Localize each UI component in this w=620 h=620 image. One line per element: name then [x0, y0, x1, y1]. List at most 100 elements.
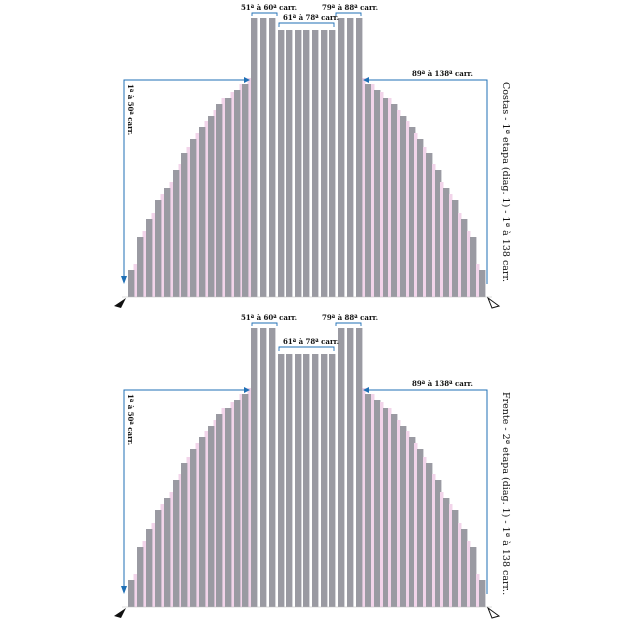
ghost-stitch-left	[221, 98, 225, 297]
shoulder-right-bracket	[335, 322, 362, 326]
ghost-stitch-right	[432, 474, 436, 607]
outline-arrow-icon	[486, 296, 501, 309]
ghost-stitch-right	[414, 133, 418, 297]
stitch-bar-left	[216, 414, 223, 607]
ghost-stitch-left	[160, 504, 164, 607]
neck-center-label: 61ª à 78ª carr.	[283, 337, 339, 346]
stitch-bar-neck	[251, 328, 258, 607]
stitch-bar-left	[128, 270, 135, 297]
right-rows-bracket	[365, 389, 488, 594]
stitch-bar-neck	[347, 18, 354, 297]
arrow-right-icon	[244, 77, 250, 83]
shoulder-right-label: 79ª à 88ª carr.	[322, 3, 378, 12]
stitch-bar-neck	[251, 18, 258, 297]
ghost-stitch-right	[388, 408, 392, 607]
ghost-stitch-left	[151, 523, 155, 607]
stitch-bar-neck	[278, 354, 285, 607]
ghost-stitch-left	[142, 231, 146, 297]
ghost-stitch-left	[178, 164, 182, 297]
ghost-stitch-left	[160, 194, 164, 297]
ghost-stitch-left	[239, 84, 243, 297]
ghost-stitch-left	[133, 264, 137, 297]
stitch-bar-left	[242, 84, 249, 297]
stitch-bar-left	[234, 90, 241, 297]
stitch-bar-left	[190, 449, 197, 607]
stitch-bar-neck	[321, 354, 328, 607]
ghost-stitch-right	[467, 541, 471, 607]
left-rows-bracket	[123, 79, 248, 282]
stitch-bar-right	[400, 426, 407, 607]
ghost-stitch-right	[371, 84, 375, 297]
diagram-front-panel: 1ª à 50ª carr. 89ª à 138ª carr. 51ª à 60ª …	[114, 313, 511, 619]
ghost-stitch-right	[449, 194, 453, 297]
shoulder-left-bracket	[251, 12, 278, 16]
stitch-bar-left	[146, 219, 153, 297]
neck-center-bracket	[278, 346, 335, 351]
stitch-bar-left	[242, 394, 249, 607]
stitch-bar-right	[479, 580, 486, 607]
stitch-bar-left	[216, 104, 223, 297]
stitch-bar-right	[374, 90, 381, 297]
filled-arrow-icon	[114, 298, 126, 308]
stitch-bar-right	[470, 547, 477, 607]
ghost-stitch-right	[432, 164, 436, 297]
ghost-stitch-right	[458, 523, 462, 607]
stitch-bar-neck	[312, 30, 319, 297]
filled-arrow-icon	[114, 608, 126, 618]
ghost-stitch-left	[195, 133, 199, 297]
shoulder-left-label: 51ª à 60ª carr.	[241, 313, 297, 322]
shoulder-right-label: 79ª à 88ª carr.	[322, 313, 378, 322]
stitch-bar-neck	[321, 30, 328, 297]
stitch-bar-neck	[303, 30, 310, 297]
ghost-stitch-left	[133, 574, 137, 607]
stitch-bar-right	[365, 394, 372, 607]
stitch-bar-neck	[278, 30, 285, 297]
stitch-bar-left	[146, 529, 153, 607]
ghost-stitch-right	[380, 92, 384, 297]
stitch-bar-neck	[338, 18, 345, 297]
stitch-bar-right	[417, 449, 424, 607]
ghost-stitch-right	[414, 443, 418, 607]
stitch-bar-right	[400, 116, 407, 297]
ghost-stitch-right	[397, 420, 401, 607]
stitch-bar-neck	[356, 328, 363, 607]
stitch-bar-neck	[356, 18, 363, 297]
arrow-right-icon	[244, 387, 250, 393]
stitch-bar-right	[470, 237, 477, 297]
stitch-bar-left	[234, 400, 241, 607]
stitch-bar-left	[173, 170, 180, 297]
ghost-stitch-left	[169, 492, 173, 607]
ghost-stitch-right	[476, 264, 480, 297]
stitch-bar-left	[181, 463, 188, 607]
stitch-bar-neck	[260, 18, 267, 297]
stitch-bar-left	[225, 408, 232, 607]
stitch-bar-left	[225, 98, 232, 297]
ghost-stitch-right	[449, 504, 453, 607]
ghost-stitch-right	[388, 98, 392, 297]
stitch-bar-neck	[295, 30, 302, 297]
ghost-stitch-right	[397, 110, 401, 297]
stitch-bar-right	[443, 498, 450, 607]
ghost-stitch-right	[476, 574, 480, 607]
stitch-bar-neck	[286, 30, 293, 297]
stitch-bar-right	[452, 510, 459, 607]
ghost-stitch-left	[204, 121, 208, 297]
stitch-bar-right	[391, 414, 398, 607]
ghost-stitch-right	[380, 402, 384, 607]
ghost-stitch-left	[151, 213, 155, 297]
ghost-stitch-left	[221, 408, 225, 607]
stitch-bar-neck	[303, 354, 310, 607]
stitch-bar-neck	[329, 354, 336, 607]
stitch-bar-right	[374, 400, 381, 607]
stitch-bar-right	[409, 437, 416, 607]
stitch-bar-neck	[269, 18, 276, 297]
ghost-stitch-right	[406, 431, 410, 607]
arrow-left-icon	[363, 77, 369, 83]
ghost-stitch-right	[423, 147, 427, 297]
arrow-down-icon	[121, 586, 127, 594]
ghost-stitch-left	[186, 147, 190, 297]
shoulder-right-bracket	[335, 12, 362, 16]
ghost-stitch-right	[362, 78, 366, 297]
ghost-stitch-left	[247, 388, 251, 607]
